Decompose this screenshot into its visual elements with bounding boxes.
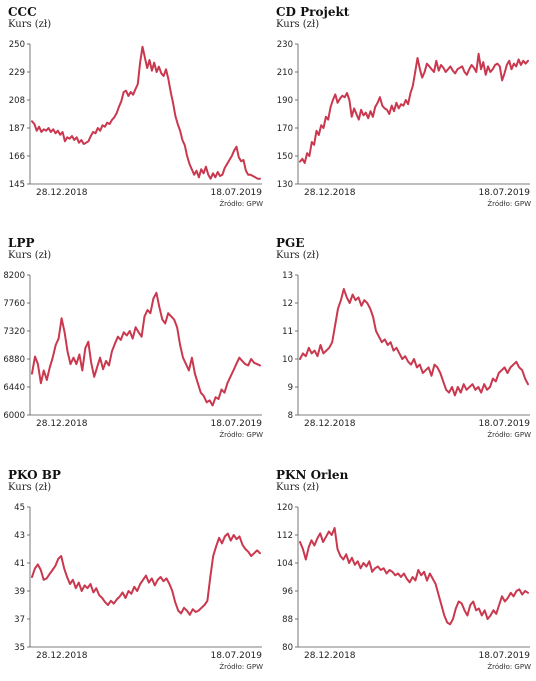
chart-title: PGE bbox=[276, 236, 305, 250]
x-tick-label: 28.12.2018 bbox=[36, 419, 88, 429]
source-note: Źródło: GPW bbox=[487, 200, 531, 208]
source-note: Źródło: GPW bbox=[219, 431, 263, 439]
line-chart: 45 43 41 39 37 35 28.12.2018 18.07.2019 bbox=[14, 503, 262, 661]
source-note: Źródło: GPW bbox=[487, 663, 531, 671]
chart-panel: CCC Kurs (zł) 250 229 208 187 166 145 28.12.2018… bbox=[8, 5, 263, 209]
x-tick-label: 28.12.2018 bbox=[304, 651, 356, 661]
chart-title: LPP bbox=[8, 236, 35, 250]
y-tick-label: 112 bbox=[277, 531, 293, 541]
y-tick-label: 230 bbox=[277, 40, 293, 50]
series-line bbox=[31, 532, 261, 616]
y-tick-label: 6000 bbox=[3, 411, 25, 421]
y-tick-label: 166 bbox=[9, 152, 25, 162]
y-tick-label: 150 bbox=[277, 152, 293, 162]
y-tick-label: 8200 bbox=[3, 271, 25, 281]
y-tick-label: 35 bbox=[14, 643, 25, 653]
line-chart: 13 12 11 10 9 8 28.12.2018 18.07.2019 bbox=[282, 271, 530, 429]
y-tick-label: 6880 bbox=[3, 355, 25, 365]
y-tick-label: 7760 bbox=[3, 299, 25, 309]
series-line bbox=[299, 288, 529, 397]
x-tick-label: 18.07.2019 bbox=[210, 419, 262, 429]
y-tick-label: 13 bbox=[282, 271, 293, 281]
y-tick-label: 45 bbox=[14, 503, 25, 513]
y-tick-label: 39 bbox=[14, 587, 25, 597]
series-line bbox=[299, 52, 529, 164]
y-tick-label: 145 bbox=[9, 180, 25, 190]
x-tick-label: 18.07.2019 bbox=[478, 188, 530, 198]
series-line bbox=[31, 45, 261, 180]
series-line bbox=[31, 291, 261, 407]
chart-subtitle: Kurs (zł) bbox=[8, 482, 52, 493]
chart-subtitle: Kurs (zł) bbox=[8, 250, 52, 261]
x-tick-label: 28.12.2018 bbox=[304, 419, 356, 429]
chart-title: PKN Orlen bbox=[276, 468, 349, 482]
chart-subtitle: Kurs (zł) bbox=[276, 482, 320, 493]
x-tick-label: 28.12.2018 bbox=[36, 188, 88, 198]
x-tick-label: 28.12.2018 bbox=[304, 188, 356, 198]
y-tick-label: 208 bbox=[9, 96, 25, 106]
y-tick-label: 37 bbox=[14, 615, 25, 625]
y-tick-label: 250 bbox=[9, 40, 25, 50]
chart-panel: PKN Orlen Kurs (zł) 120 112 104 96 88 80 28.12.2… bbox=[276, 468, 531, 672]
line-chart: 120 112 104 96 88 80 28.12.2018 18.07.2019 bbox=[277, 503, 531, 661]
y-tick-label: 7320 bbox=[3, 327, 25, 337]
y-tick-label: 187 bbox=[9, 124, 25, 134]
source-note: Źródło: GPW bbox=[487, 431, 531, 439]
y-tick-label: 9 bbox=[288, 383, 293, 393]
y-tick-label: 130 bbox=[277, 180, 293, 190]
chart-panel: CD Projekt Kurs (zł) 230 210 190 170 150 130 28.… bbox=[276, 5, 531, 209]
y-tick-label: 12 bbox=[282, 299, 293, 309]
x-tick-label: 28.12.2018 bbox=[36, 651, 88, 661]
y-tick-label: 120 bbox=[277, 503, 293, 513]
y-tick-label: 10 bbox=[282, 355, 293, 365]
line-chart: 230 210 190 170 150 130 28.12.2018 18.07.2019 bbox=[277, 40, 531, 198]
line-chart: 250 229 208 187 166 145 28.12.2018 18.07.2019 bbox=[9, 40, 263, 198]
y-tick-label: 6440 bbox=[3, 383, 25, 393]
y-tick-label: 96 bbox=[282, 587, 293, 597]
chart-subtitle: Kurs (zł) bbox=[8, 19, 52, 30]
chart-panel: PGE Kurs (zł) 13 12 11 10 9 8 28.12.2018 18.07.20… bbox=[276, 236, 531, 440]
y-tick-label: 80 bbox=[282, 643, 293, 653]
x-tick-label: 18.07.2019 bbox=[478, 651, 530, 661]
y-tick-label: 88 bbox=[282, 615, 293, 625]
y-tick-label: 43 bbox=[14, 531, 25, 541]
series-line bbox=[299, 527, 529, 626]
chart-subtitle: Kurs (zł) bbox=[276, 250, 320, 261]
chart-panel: PKO BP Kurs (zł) 45 43 41 39 37 35 28.12.2018 18.… bbox=[8, 468, 263, 672]
y-tick-label: 8 bbox=[288, 411, 293, 421]
chart-title: CCC bbox=[8, 5, 37, 19]
chart-subtitle: Kurs (zł) bbox=[276, 19, 320, 30]
y-tick-label: 41 bbox=[14, 559, 25, 569]
x-tick-label: 18.07.2019 bbox=[210, 188, 262, 198]
x-tick-label: 18.07.2019 bbox=[210, 651, 262, 661]
line-chart: 8200 7760 7320 6880 6440 6000 28.12.2018 18.07.… bbox=[3, 271, 262, 429]
y-tick-label: 190 bbox=[277, 96, 293, 106]
source-note: Źródło: GPW bbox=[219, 200, 263, 208]
source-note: Źródło: GPW bbox=[219, 663, 263, 671]
y-tick-label: 11 bbox=[282, 327, 293, 337]
x-tick-label: 18.07.2019 bbox=[478, 419, 530, 429]
y-tick-label: 104 bbox=[277, 559, 293, 569]
chart-title: PKO BP bbox=[8, 468, 61, 482]
y-tick-label: 210 bbox=[277, 68, 293, 78]
y-tick-label: 229 bbox=[9, 68, 25, 78]
chart-title: CD Projekt bbox=[276, 5, 350, 19]
chart-panel: LPP Kurs (zł) 8200 7760 7320 6880 6440 6000 28.1… bbox=[3, 236, 263, 440]
y-tick-label: 170 bbox=[277, 124, 293, 134]
